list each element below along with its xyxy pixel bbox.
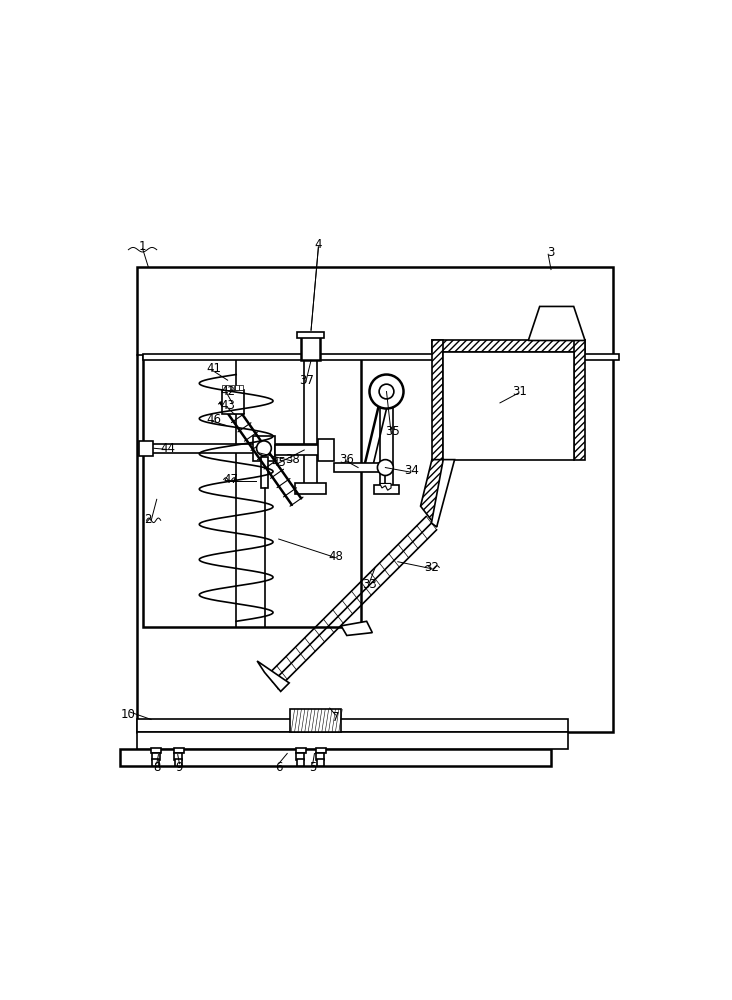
- Polygon shape: [420, 460, 444, 527]
- Bar: [146, 444, 321, 453]
- Bar: [297, 759, 304, 766]
- Bar: [335, 463, 385, 472]
- Bar: [305, 355, 317, 488]
- Bar: [315, 748, 326, 753]
- Bar: [297, 332, 324, 338]
- Bar: [302, 335, 320, 360]
- Text: 32: 32: [425, 561, 439, 574]
- Bar: [261, 457, 269, 488]
- Bar: [432, 340, 585, 352]
- Bar: [151, 748, 161, 753]
- Bar: [253, 436, 274, 461]
- Circle shape: [379, 384, 394, 399]
- Bar: [235, 385, 239, 390]
- Bar: [137, 267, 613, 732]
- Bar: [317, 759, 324, 766]
- Text: 3: 3: [548, 246, 555, 259]
- Text: 4: 4: [315, 238, 322, 251]
- Polygon shape: [431, 460, 455, 527]
- Bar: [296, 753, 305, 760]
- Text: 38: 38: [285, 453, 300, 466]
- Text: 41: 41: [206, 362, 221, 375]
- Bar: [174, 753, 182, 760]
- Bar: [137, 732, 568, 749]
- Text: 34: 34: [405, 464, 419, 477]
- Bar: [222, 390, 244, 414]
- Bar: [296, 748, 306, 753]
- Text: 2: 2: [144, 513, 152, 526]
- Text: 8: 8: [153, 761, 160, 774]
- Bar: [152, 759, 159, 766]
- Bar: [380, 392, 393, 488]
- Bar: [274, 445, 321, 455]
- Bar: [444, 352, 574, 460]
- Polygon shape: [380, 483, 391, 490]
- Text: 46: 46: [206, 413, 221, 426]
- Text: 45: 45: [272, 456, 286, 469]
- Text: 33: 33: [362, 578, 377, 591]
- Bar: [290, 709, 341, 732]
- Bar: [173, 748, 184, 753]
- Text: 1: 1: [139, 240, 146, 253]
- Text: 6: 6: [275, 761, 283, 774]
- Text: 43: 43: [220, 399, 235, 412]
- Bar: [574, 340, 585, 460]
- Text: 37: 37: [299, 374, 315, 387]
- Text: 42: 42: [220, 385, 235, 398]
- Polygon shape: [257, 661, 289, 691]
- Bar: [318, 439, 335, 461]
- Bar: [120, 749, 551, 766]
- Circle shape: [378, 460, 393, 476]
- Text: 7: 7: [332, 711, 339, 724]
- Bar: [316, 753, 324, 760]
- Bar: [239, 385, 243, 390]
- Text: 36: 36: [340, 453, 354, 466]
- Bar: [143, 354, 619, 360]
- Text: 47: 47: [223, 473, 238, 486]
- Bar: [175, 759, 182, 766]
- Bar: [138, 441, 153, 456]
- Text: 5: 5: [309, 761, 316, 774]
- Text: 9: 9: [176, 761, 183, 774]
- Polygon shape: [341, 621, 373, 635]
- Bar: [226, 385, 230, 390]
- Bar: [231, 385, 234, 390]
- Text: 44: 44: [160, 442, 176, 455]
- Circle shape: [257, 441, 272, 456]
- Bar: [294, 483, 326, 494]
- Text: 35: 35: [385, 425, 400, 438]
- Text: 31: 31: [512, 385, 527, 398]
- Bar: [137, 719, 568, 732]
- Bar: [152, 753, 160, 760]
- Bar: [222, 385, 226, 390]
- Bar: [143, 355, 361, 627]
- Bar: [432, 340, 444, 460]
- Polygon shape: [529, 306, 585, 340]
- Circle shape: [370, 375, 403, 409]
- Text: 10: 10: [121, 708, 136, 721]
- Text: 48: 48: [328, 550, 343, 563]
- Bar: [374, 485, 399, 494]
